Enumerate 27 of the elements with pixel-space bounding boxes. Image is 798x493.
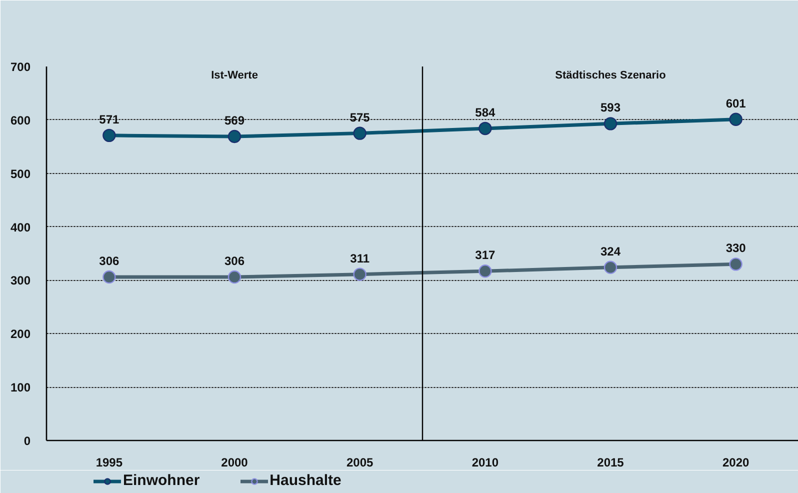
- data-label: 317: [475, 248, 496, 262]
- x-tick-label: 2000: [221, 456, 248, 470]
- data-label: 584: [475, 105, 496, 120]
- y-tick-label: 400: [10, 220, 31, 234]
- legend-label: Einwohner: [123, 472, 200, 489]
- y-tick-label: 0: [24, 434, 31, 448]
- data-label: 324: [600, 244, 621, 258]
- x-tick-label: 2015: [597, 456, 624, 470]
- data-label: 311: [350, 251, 370, 266]
- y-tick-label: 600: [10, 113, 31, 128]
- data-label: 593: [600, 100, 621, 115]
- annotation: Städtisches Szenario: [555, 70, 666, 82]
- y-tick-label: 300: [10, 274, 31, 288]
- y-tick-label: 200: [10, 327, 31, 342]
- legend-label: Haushalte: [270, 472, 342, 489]
- annotation: Ist-Werte: [211, 70, 258, 82]
- y-tick-label: 500: [10, 166, 31, 181]
- x-tick-label: 1995: [96, 456, 123, 470]
- x-tick-label: 2005: [346, 456, 374, 470]
- x-tick-label: 2010: [472, 456, 499, 470]
- y-tick-label: 700: [10, 60, 31, 74]
- data-label: 306: [224, 254, 245, 268]
- data-label: 601: [726, 96, 746, 110]
- data-label: 306: [99, 254, 120, 268]
- x-tick-label: 2020: [722, 456, 750, 470]
- data-label: 330: [726, 241, 746, 256]
- y-tick-label: 100: [10, 380, 31, 395]
